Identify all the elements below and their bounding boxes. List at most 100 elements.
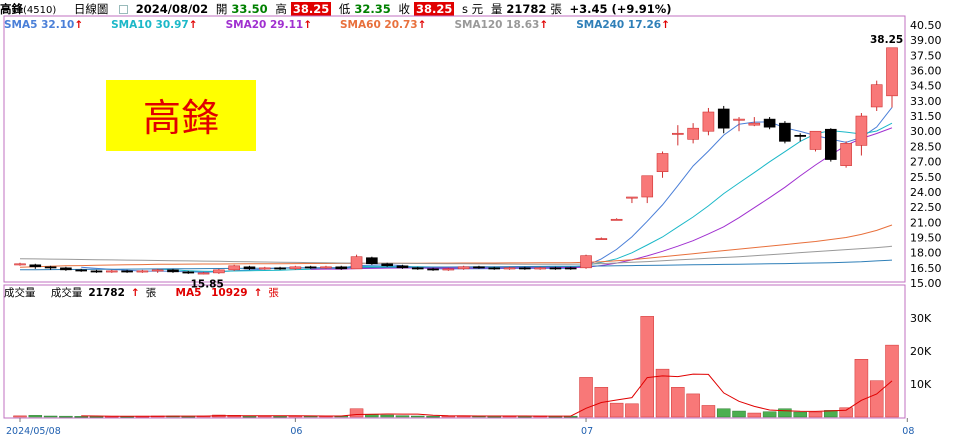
price-panel-frame	[3, 15, 906, 283]
candle-body	[748, 122, 761, 126]
candle-body	[473, 266, 485, 269]
x-tick-label: 06	[290, 426, 302, 437]
volume-bar	[671, 387, 685, 418]
volume-bar	[778, 408, 792, 418]
sma-legend-item: SMA10 30.97↑	[111, 19, 198, 31]
candle-body	[840, 143, 852, 166]
candle-body	[320, 266, 332, 269]
sma-legend: SMA5 32.10↑ SMA10 30.97↑ SMA20 29.11↑ SMA60…	[4, 18, 698, 32]
candle-body	[488, 267, 501, 270]
volume-bar	[869, 380, 884, 418]
candle-body	[519, 267, 531, 270]
volume-bar	[349, 408, 364, 418]
candle-body	[105, 270, 118, 273]
period-label: 日線圖	[73, 2, 109, 16]
candle-body	[243, 266, 256, 270]
sma-legend-item: SMA20 29.11↑	[225, 19, 312, 31]
candle-body	[733, 118, 745, 121]
candle-body	[335, 266, 348, 270]
candle-body	[427, 268, 439, 271]
candle-body	[167, 269, 179, 273]
candle-body	[595, 238, 608, 240]
volume-bar	[59, 415, 73, 418]
candle-body	[886, 47, 898, 97]
volume-bar	[242, 415, 257, 418]
volume-bar	[13, 415, 27, 418]
candle-body	[136, 270, 149, 273]
volume-bar	[686, 393, 700, 418]
volume-bar	[609, 402, 624, 418]
price-tick-label: 30.00	[910, 125, 942, 138]
volume-bar	[655, 368, 670, 418]
volume-bar	[747, 412, 762, 418]
candle-body	[870, 84, 883, 108]
price-tick-label: 40.50	[910, 19, 942, 32]
volume-value: 21782	[506, 2, 547, 16]
volume-panel-title: 成交量	[4, 287, 36, 299]
price-tick-label: 21.00	[910, 216, 942, 229]
candle-body	[549, 267, 562, 270]
price-tick-label: 15.00	[910, 277, 942, 290]
sma-line	[19, 224, 893, 268]
candle-body	[687, 127, 699, 140]
candle-body	[274, 267, 286, 270]
candle-body	[44, 266, 57, 269]
volume-bar	[854, 359, 869, 418]
square-icon	[119, 5, 129, 14]
date-value: 2024/08/02	[135, 2, 209, 16]
candle-body	[564, 267, 577, 270]
volume-bar	[74, 416, 88, 418]
volume-tick-label: 20K	[910, 345, 932, 358]
volume-ma-legend: MA5 10929 ↑ 張	[175, 287, 279, 299]
volume-bar	[426, 415, 440, 418]
candle-body	[824, 128, 837, 160]
open-label: 開	[215, 2, 228, 16]
volume-bar	[732, 410, 746, 418]
candle-body	[350, 256, 363, 270]
candle-body	[151, 269, 164, 272]
candle-body	[75, 269, 88, 272]
volume-bar	[625, 403, 639, 418]
volume-bar	[716, 408, 731, 418]
candle-body	[304, 266, 317, 269]
high-value: 38.25	[290, 2, 332, 16]
volume-bar	[640, 316, 654, 418]
high-annotation: 38.25	[870, 34, 903, 46]
volume-bar	[380, 414, 394, 418]
volume-bar	[793, 411, 807, 418]
candle-body	[656, 153, 669, 173]
volume-legend-unit: 張	[145, 287, 157, 299]
candle-body	[396, 265, 409, 269]
price-tick-label: 27.00	[910, 156, 942, 169]
candle-body	[702, 111, 715, 132]
sma-legend-item: SMA60 20.73↑	[340, 19, 427, 31]
watermark-box	[106, 80, 256, 151]
low-label: 低	[338, 2, 351, 16]
volume-bar	[701, 405, 716, 418]
volume-bar	[808, 411, 823, 418]
stock-name: 高鋒	[0, 2, 23, 16]
volume-legend-label: 成交量	[50, 287, 83, 299]
sma-legend-item: SMA240 17.26↑	[576, 19, 670, 31]
candle-body	[641, 175, 654, 198]
price-tick-label: 36.00	[910, 65, 942, 78]
candle-body	[610, 218, 623, 221]
price-tick-label: 24.00	[910, 186, 942, 199]
price-tick-label: 28.50	[910, 140, 942, 153]
candle-body	[182, 271, 195, 274]
candle-body	[29, 264, 42, 268]
volume-tick-label: 30K	[910, 312, 932, 325]
candle-body	[289, 266, 302, 270]
open-value: 33.50	[231, 2, 268, 16]
candle-body	[381, 263, 393, 267]
candle-body	[228, 265, 240, 271]
volume-bar	[43, 415, 58, 418]
candle-body	[855, 115, 868, 146]
candle-body	[672, 132, 684, 135]
volume-label: 量	[490, 2, 503, 16]
volume-panel-frame	[3, 284, 906, 419]
volume-bar	[839, 407, 853, 418]
price-tick-label: 31.50	[910, 110, 942, 123]
price-tick-label: 16.50	[910, 262, 942, 275]
